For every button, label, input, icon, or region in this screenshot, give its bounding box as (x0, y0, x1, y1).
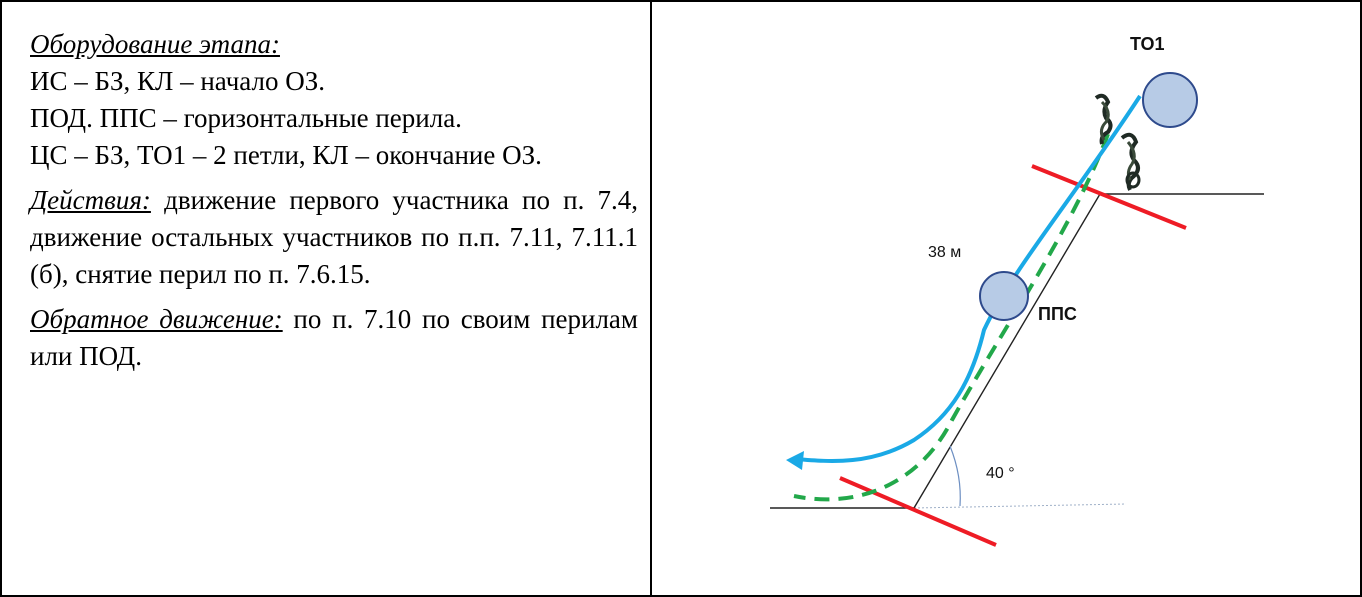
slope-line (913, 193, 1101, 509)
stage-diagram: ТО1 38 м ППС 40 ° (770, 34, 1264, 547)
to1-pulley-icon (1142, 72, 1198, 128)
pps-label: ППС (1038, 304, 1077, 324)
to1-label: ТО1 (1130, 34, 1165, 54)
angle-label: 40 ° (986, 465, 1015, 482)
blue-rope (794, 94, 1142, 463)
column-divider (650, 0, 652, 597)
return-heading: Обратное движение: (30, 304, 283, 334)
return-paragraph: Обратное движение: по п. 7.10 по своим п… (30, 301, 638, 375)
angle-baseline (913, 503, 1127, 509)
stage-description: Оборудование этапа: ИС – БЗ, КЛ – начало… (30, 26, 638, 375)
actions-heading: Действия: (30, 185, 151, 215)
arrow-head-icon (786, 451, 804, 470)
equipment-line-2: ПОД. ППС – горизонтальные перила. (30, 103, 462, 133)
pps-pulley-icon (979, 271, 1029, 321)
equipment-line-1: ИС – БЗ, КЛ – начало ОЗ. (30, 66, 326, 96)
bottom-boundary-line (839, 476, 997, 547)
equipment-heading: Оборудование этапа: (30, 29, 280, 59)
actions-paragraph: Действия: движение первого участника по … (30, 182, 638, 293)
knot-icon (1094, 93, 1141, 191)
top-boundary-line (1031, 164, 1187, 230)
actions-text: движение первого участника по п. 7.4, дв… (30, 185, 638, 289)
return-text: по п. 7.10 по своим перилам или ПОД. (30, 304, 638, 371)
angle-arc (949, 445, 961, 507)
equipment-line-3: ЦС – БЗ, ТО1 – 2 петли, КЛ – окончание О… (30, 140, 542, 170)
length-label: 38 м (928, 244, 961, 261)
green-rope (793, 133, 1110, 502)
